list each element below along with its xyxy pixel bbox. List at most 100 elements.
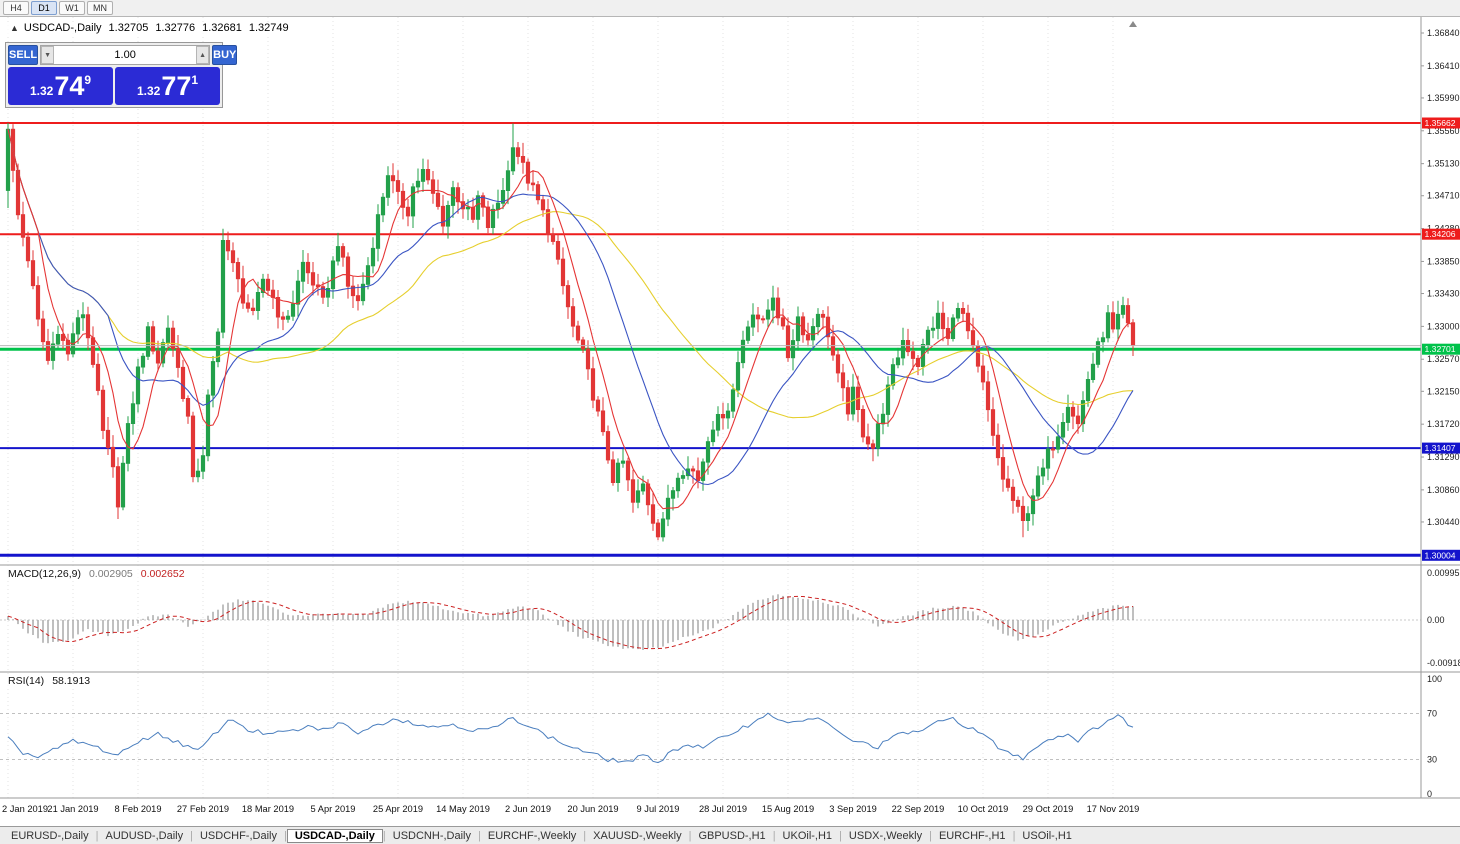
price-level-tag[interactable] — [1422, 228, 1460, 240]
candle — [880, 413, 886, 425]
chart-tab-xauusd-weekly[interactable]: XAUUSD-,Weekly — [593, 829, 682, 842]
tab-separator: | — [283, 829, 287, 842]
candle — [405, 206, 411, 217]
volume-increase-button[interactable]: ▲ — [196, 46, 210, 64]
candle — [395, 180, 401, 192]
candle — [1040, 467, 1046, 477]
ohlc-close: 1.32749 — [248, 22, 289, 34]
volume-input[interactable] — [54, 46, 197, 64]
chart-tab-eurchf-h1[interactable]: EURCHF-,H1 — [938, 829, 1006, 842]
candle — [1100, 337, 1106, 343]
chart-shift-marker-icon[interactable] — [1129, 21, 1137, 27]
macd-signal-line — [7, 595, 1134, 650]
candle — [295, 280, 301, 305]
date-axis-label: 28 Jul 2019 — [699, 804, 747, 814]
candle — [310, 272, 316, 286]
candle — [80, 314, 86, 319]
date-axis-label: 22 Sep 2019 — [892, 804, 945, 814]
candle — [115, 466, 121, 508]
price-level-tag-value: 1.35662 — [1425, 118, 1456, 128]
price-axis-tick: 1.31720 — [1427, 419, 1460, 429]
candle — [470, 206, 476, 220]
price-axis-tick: 1.34710 — [1427, 191, 1460, 201]
candle — [210, 361, 216, 396]
chart-tab-usdchf-daily[interactable]: USDCHF-,Daily — [199, 829, 277, 842]
candle — [585, 348, 591, 370]
candle — [95, 363, 101, 391]
candle — [1090, 363, 1096, 380]
candle — [1000, 457, 1006, 480]
candle — [745, 326, 751, 341]
sell-price-display[interactable]: 1.32 74 9 — [8, 67, 113, 105]
price-level-tag[interactable] — [1422, 549, 1460, 561]
chart-tab-usoil-h1[interactable]: USOil-,H1 — [1022, 829, 1072, 842]
timeframe-button-d1[interactable]: D1 — [31, 1, 57, 15]
candle — [375, 214, 381, 249]
timeframe-button-h4[interactable]: H4 — [3, 1, 29, 15]
candle — [1055, 436, 1061, 450]
candle — [145, 326, 151, 357]
candle — [565, 285, 571, 308]
timeframe-button-w1[interactable]: W1 — [59, 1, 85, 15]
price-axis-tick: 1.32150 — [1427, 386, 1460, 396]
timeframe-button-mn[interactable]: MN — [87, 1, 113, 15]
date-axis-label: 27 Feb 2019 — [177, 804, 229, 814]
candle — [640, 483, 646, 492]
candle — [190, 415, 196, 478]
buy-button[interactable]: BUY — [212, 45, 238, 65]
candle — [735, 362, 741, 391]
date-axis-label: 2 Jan 2019 — [2, 804, 48, 814]
price-level-tag[interactable] — [1422, 442, 1460, 454]
price-level-tag[interactable] — [1422, 343, 1460, 355]
candle — [605, 431, 611, 461]
candle — [60, 334, 66, 341]
chart-tab-eurchf-weekly[interactable]: EURCHF-,Weekly — [487, 829, 577, 842]
candle — [245, 302, 251, 309]
candle — [980, 365, 986, 383]
price-level-tag[interactable] — [1422, 117, 1460, 129]
candle — [255, 292, 261, 311]
candle — [1030, 495, 1036, 515]
candle — [75, 317, 81, 335]
macd-indicator-label: MACD(12,26,9) 0.002905 0.002652 — [6, 568, 187, 580]
candle — [120, 462, 126, 508]
buy-price-display[interactable]: 1.32 77 1 — [115, 67, 220, 105]
candle — [940, 312, 946, 330]
sell-button[interactable]: SELL — [8, 45, 39, 65]
candle — [385, 175, 391, 198]
chart-tab-audusd-daily[interactable]: AUDUSD-,Daily — [105, 829, 184, 842]
chart-tab-eurusd-daily[interactable]: EURUSD-,Daily — [11, 829, 89, 842]
candle — [925, 329, 931, 345]
date-axis-label: 5 Apr 2019 — [311, 804, 356, 814]
candle — [50, 343, 56, 361]
one-click-toggle-icon[interactable]: ▲ — [10, 23, 19, 33]
volume-decrease-button[interactable]: ▼ — [41, 46, 55, 64]
chart-tab-gbpusd-h1[interactable]: GBPUSD-,H1 — [698, 829, 766, 842]
chart-canvas[interactable]: 1.36840 1.36410 1.35990 1.35560 1.35130 1.347… — [0, 17, 1460, 826]
volume-box: ▼ ▲ — [40, 45, 211, 65]
chart-tab-usdx-weekly[interactable]: USDX-,Weekly — [848, 829, 923, 842]
candle — [25, 236, 31, 262]
candle — [865, 436, 871, 445]
rsi-axis-tick: 100 — [1427, 674, 1442, 684]
candle — [30, 260, 36, 287]
candle — [415, 180, 421, 188]
chart-tab-ukoil-h1[interactable]: UKOil-,H1 — [782, 829, 833, 842]
date-axis-label: 17 Nov 2019 — [1087, 804, 1140, 814]
candle — [130, 403, 136, 424]
candle — [985, 381, 991, 411]
chart-tab-usdcnh-daily[interactable]: USDCNH-,Daily — [392, 829, 471, 842]
rsi-axis-tick: 30 — [1427, 755, 1437, 765]
candle — [105, 429, 111, 448]
candle — [1035, 475, 1041, 497]
candle — [725, 410, 731, 419]
candle — [350, 285, 356, 297]
candle — [150, 326, 156, 352]
candle — [600, 410, 606, 433]
candle — [90, 337, 96, 365]
sell-price-pip-digit: 9 — [84, 73, 92, 87]
tab-separator: | — [190, 829, 193, 842]
candle — [810, 326, 816, 341]
chart-tab-usdcad-daily[interactable]: USDCAD-,Daily — [286, 828, 383, 843]
